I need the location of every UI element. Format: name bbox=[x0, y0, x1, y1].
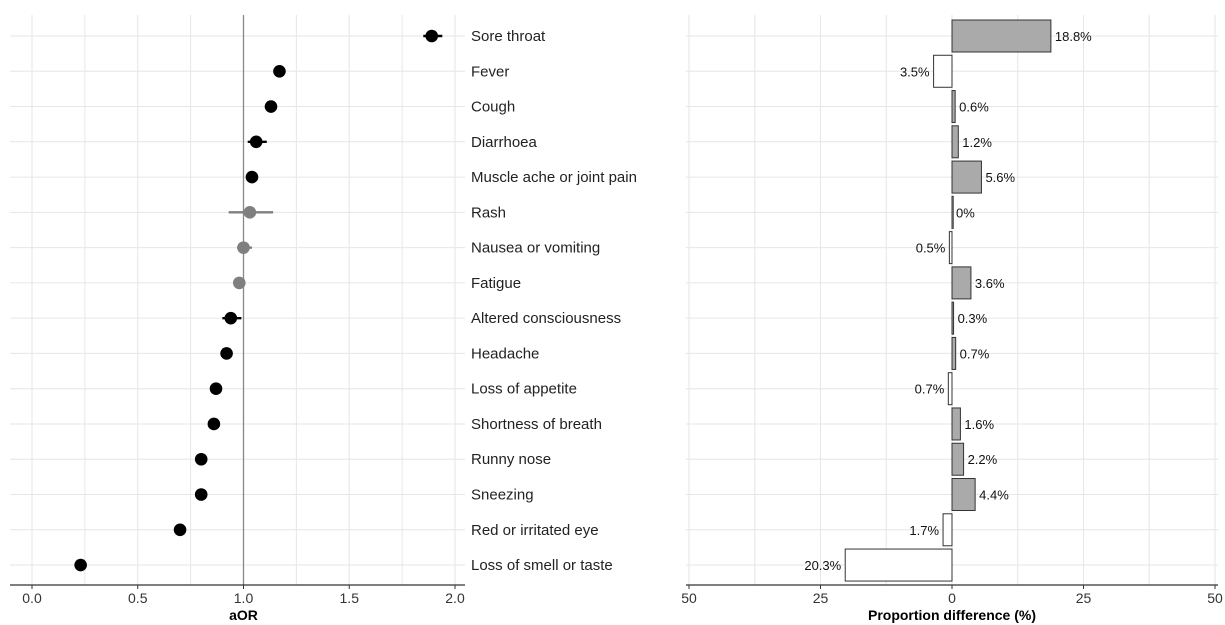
bar-tick-label: 25 bbox=[813, 590, 829, 606]
aor-point bbox=[209, 382, 223, 396]
bar-value-label: 0.7% bbox=[960, 346, 990, 361]
aor-point bbox=[194, 452, 208, 466]
bar-tick-label: 50 bbox=[1207, 590, 1223, 606]
category-label: Sneezing bbox=[471, 487, 534, 504]
bar bbox=[951, 160, 982, 194]
bar bbox=[947, 372, 953, 406]
forest-points bbox=[74, 29, 443, 572]
bar-value-label: 0.7% bbox=[915, 382, 945, 397]
forest-x-ticks: 0.0 0.5 1.0 1.5 2.0 bbox=[22, 585, 465, 606]
bar-value-label: 4.4% bbox=[979, 488, 1009, 503]
bar-tick-label: 25 bbox=[1076, 590, 1092, 606]
bar-tick-label: 0 bbox=[948, 590, 956, 606]
bar-value-label: 20.3% bbox=[804, 558, 841, 573]
aor-point bbox=[207, 417, 221, 431]
bar bbox=[951, 195, 954, 229]
category-label: Loss of smell or taste bbox=[471, 557, 613, 574]
aor-point bbox=[245, 170, 259, 184]
bar-x-axis-title: Proportion difference (%) bbox=[868, 607, 1036, 623]
bar bbox=[948, 231, 953, 265]
category-label: Shortness of breath bbox=[471, 416, 602, 433]
bar-value-label: 2.2% bbox=[968, 452, 998, 467]
aor-point bbox=[264, 100, 278, 113]
bar bbox=[951, 19, 1052, 53]
bar-value-label: 0% bbox=[956, 205, 975, 220]
bar bbox=[933, 54, 953, 88]
forest-x-axis-title: aOR bbox=[229, 607, 258, 623]
bar bbox=[951, 90, 956, 124]
bar bbox=[951, 125, 959, 159]
category-label: Sore throat bbox=[471, 28, 546, 45]
aor-point bbox=[224, 311, 238, 325]
category-label: Runny nose bbox=[471, 451, 551, 468]
aor-point bbox=[220, 347, 233, 360]
bar-value-label: 0.3% bbox=[958, 311, 988, 326]
category-label: Nausea or vomiting bbox=[471, 240, 600, 257]
category-label: Cough bbox=[471, 99, 515, 116]
aor-point bbox=[232, 276, 246, 290]
aor-point bbox=[425, 29, 439, 43]
category-label: Red or irritated eye bbox=[471, 522, 599, 539]
bar-value-label: 3.6% bbox=[975, 276, 1005, 291]
category-label: Diarrhoea bbox=[471, 134, 538, 151]
aor-point bbox=[237, 241, 250, 254]
category-label: Loss of appetite bbox=[471, 381, 577, 398]
bar bbox=[844, 548, 953, 582]
aor-point bbox=[273, 64, 286, 78]
forest-gridlines bbox=[10, 15, 465, 585]
bar bbox=[951, 336, 957, 370]
bar-value-label: 3.5% bbox=[900, 64, 930, 79]
aor-point bbox=[243, 206, 257, 219]
bar bbox=[951, 442, 965, 476]
bar-value-label: 0.6% bbox=[959, 100, 989, 115]
category-labels: Sore throat Fever Cough Diarrhoea Muscle ach… bbox=[471, 28, 637, 574]
bar-value-label: 1.7% bbox=[909, 523, 939, 538]
category-label: Rash bbox=[471, 204, 506, 221]
bar-value-label: 1.2% bbox=[962, 135, 992, 150]
bar-tick-label: 50 bbox=[681, 590, 697, 606]
bar bbox=[951, 478, 976, 512]
bar bbox=[951, 266, 972, 300]
aor-point bbox=[194, 488, 208, 501]
forest-tick-label: 1.0 bbox=[234, 590, 254, 606]
forest-tick-label: 1.5 bbox=[340, 590, 360, 606]
category-label: Muscle ache or joint pain bbox=[471, 169, 637, 186]
category-label: Headache bbox=[471, 345, 539, 362]
aor-point bbox=[173, 523, 187, 537]
bar-x-ticks: 50 25 0 25 50 bbox=[681, 585, 1223, 606]
category-label: Fatigue bbox=[471, 275, 521, 292]
bar-value-label: 18.8% bbox=[1055, 29, 1092, 44]
bar bbox=[951, 301, 955, 335]
forest-tick-label: 0.0 bbox=[22, 590, 42, 606]
bar-value-label: 0.5% bbox=[916, 241, 946, 256]
aor-point bbox=[249, 135, 263, 149]
category-label: Altered consciousness bbox=[471, 310, 621, 327]
forest-plot-panel: 0.0 0.5 1.0 1.5 2.0 aOR bbox=[10, 15, 465, 623]
aor-point bbox=[74, 558, 87, 572]
forest-tick-label: 0.5 bbox=[128, 590, 148, 606]
category-label: Fever bbox=[471, 63, 509, 80]
bar bbox=[942, 513, 953, 547]
forest-tick-label: 2.0 bbox=[445, 590, 465, 606]
bar-value-label: 1.6% bbox=[964, 417, 994, 432]
bar bbox=[951, 407, 961, 441]
bar-chart-panel: 50 25 0 25 50 18.8% 3.5% 0.6% 1.2% 5.6% 0% 0.5% 3.6… bbox=[681, 15, 1223, 623]
bars: 18.8% 3.5% 0.6% 1.2% 5.6% 0% 0.5% 3.6% 0.3% 0.7% 0… bbox=[804, 19, 1092, 582]
bar-value-label: 5.6% bbox=[985, 170, 1015, 185]
